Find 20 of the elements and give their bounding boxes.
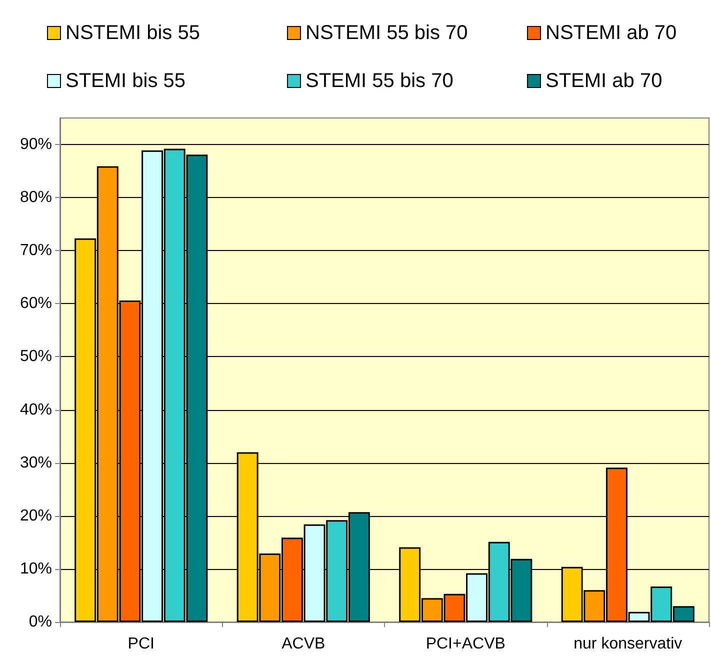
y-tick-label: 90%: [20, 136, 52, 154]
y-tick-label: 10%: [20, 560, 52, 578]
x-tick-label: nur konservativ: [574, 636, 682, 652]
x-tick-label: ACVB: [282, 636, 326, 652]
legend-label: NSTEMI ab 70: [546, 22, 677, 44]
y-tick-label: 40%: [20, 401, 52, 418]
legend-label: NSTEMI bis 55: [66, 22, 200, 44]
legend-label: STEMI ab 70: [546, 70, 662, 92]
y-tick-label: 30%: [20, 454, 52, 472]
y-tick-label: 0%: [28, 614, 52, 630]
legend-label: NSTEMI 55 bis 70: [306, 22, 468, 44]
x-tick-label: PCI+ACVB: [426, 636, 506, 652]
y-tick-label: 80%: [20, 189, 52, 206]
y-tick-label: 70%: [20, 242, 52, 260]
y-tick-label: 20%: [20, 507, 52, 524]
x-tick-label: PCI: [128, 636, 154, 652]
y-tick-label: 60%: [20, 295, 52, 312]
y-tick-label: 50%: [20, 348, 52, 366]
legend-label: STEMI bis 55: [66, 70, 186, 92]
legend-label: STEMI 55 bis 70: [306, 70, 454, 92]
